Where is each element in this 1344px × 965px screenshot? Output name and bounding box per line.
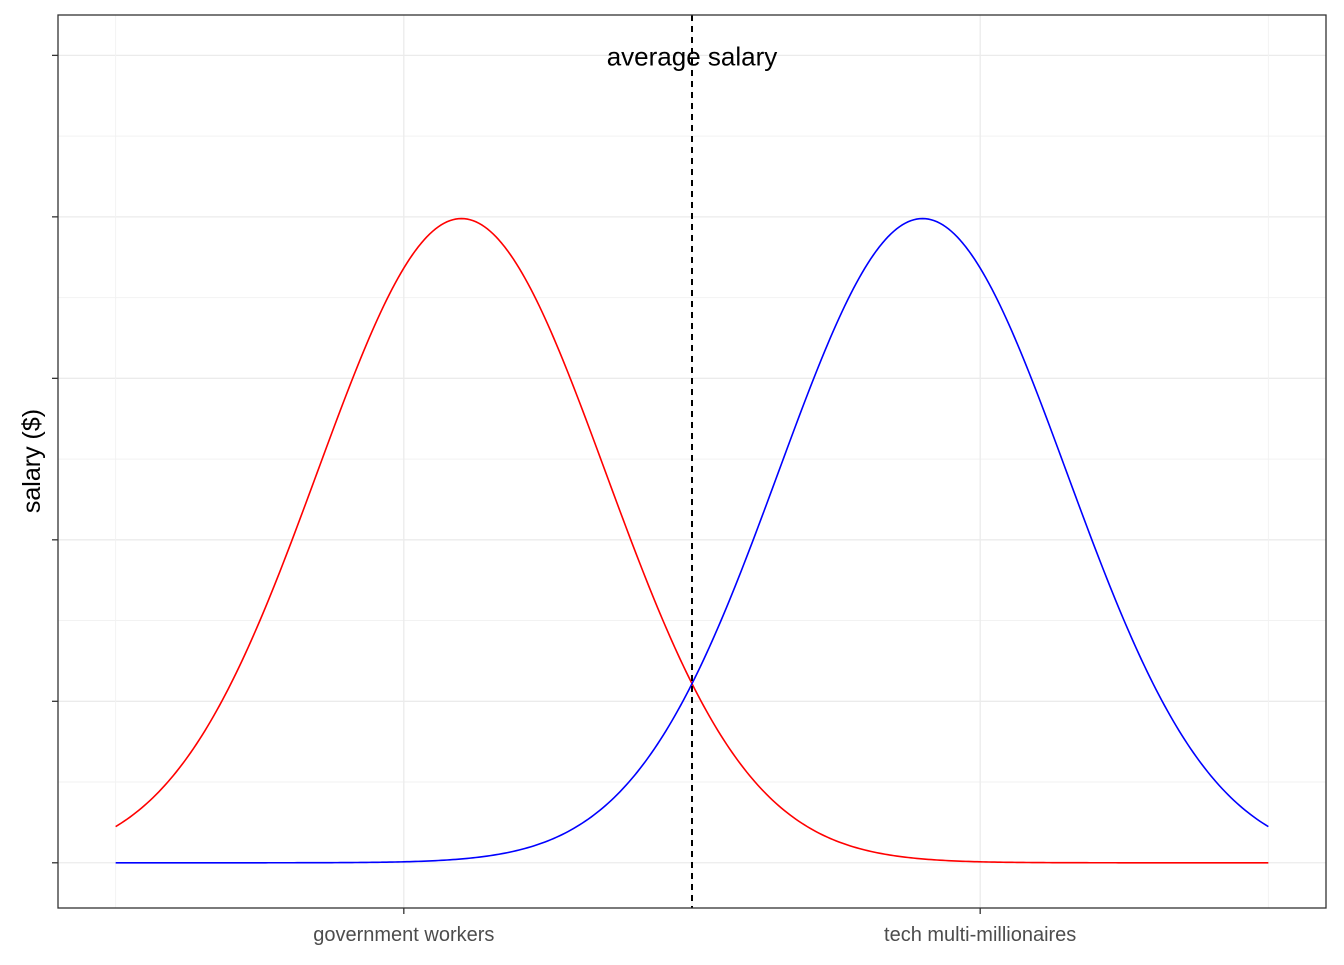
series-lines bbox=[115, 217, 1269, 864]
x-tick-label: government workers bbox=[313, 924, 494, 946]
annotation-label: average salary bbox=[607, 41, 778, 71]
x-tick-label: tech multi-millionaires bbox=[884, 924, 1076, 946]
y-axis-title: salary ($) bbox=[18, 409, 46, 513]
plot-border bbox=[57, 14, 1327, 909]
axes: government workers tech multi-millionaire… bbox=[52, 54, 1076, 946]
annotations: average salary bbox=[607, 41, 778, 71]
series-line-blue bbox=[115, 217, 1269, 864]
